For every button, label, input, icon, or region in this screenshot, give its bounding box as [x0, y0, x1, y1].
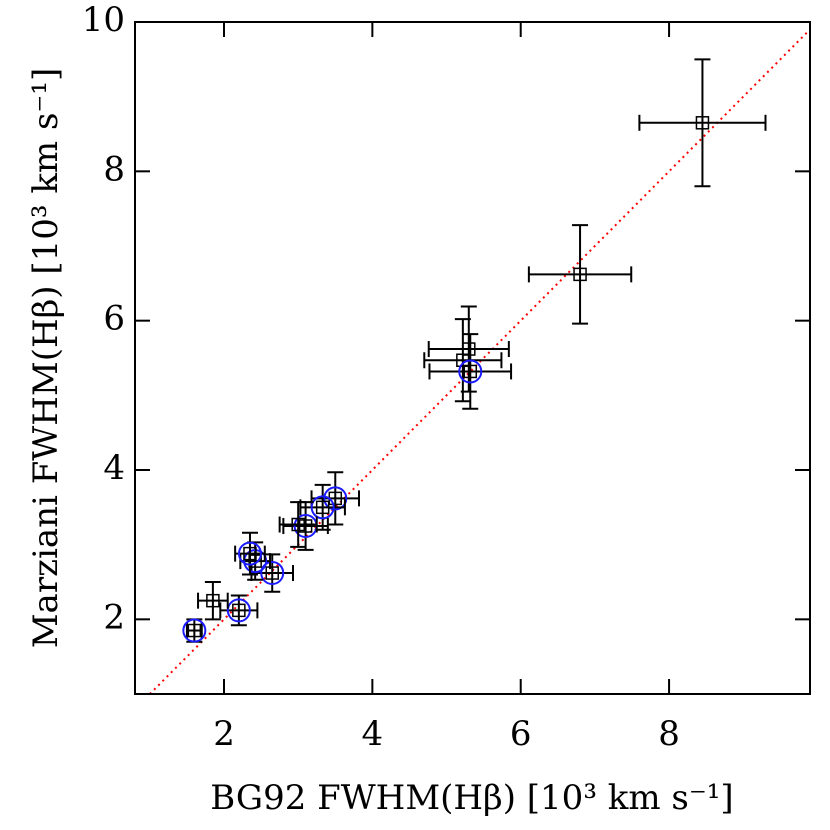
x-axis-label: BG92 FWHM(Hβ) [10³ km s⁻¹]	[210, 778, 733, 818]
highlight-circle	[243, 549, 268, 574]
highlight-circle	[458, 359, 483, 384]
y-tick-label: 10	[82, 0, 125, 40]
point-marker	[573, 267, 587, 282]
point-marker	[298, 519, 313, 533]
highlight-circle	[323, 486, 348, 511]
y-tick-label: 6	[103, 299, 125, 339]
point-marker	[206, 593, 220, 608]
point-marker	[695, 116, 710, 130]
x-tick-label: 6	[510, 714, 532, 754]
highlight-circle	[226, 598, 251, 623]
x-tick-label: 4	[362, 714, 384, 754]
point-marker	[187, 623, 202, 638]
x-tick-label: 8	[658, 714, 680, 754]
y-tick-label: 2	[103, 597, 125, 637]
point-marker	[463, 364, 478, 379]
highlight-circle	[182, 618, 207, 643]
y-tick-label: 4	[103, 448, 125, 488]
plot-frame	[134, 21, 811, 695]
point-marker	[243, 546, 257, 561]
y-tick-label: 8	[103, 149, 125, 189]
highlight-circle	[260, 561, 285, 586]
point-marker	[265, 566, 279, 580]
reference-line	[149, 28, 810, 694]
highlight-circle	[237, 541, 262, 566]
point-marker	[315, 500, 330, 515]
y-axis-label: Marziani FWHM(Hβ) [10³ km s⁻¹]	[26, 68, 66, 649]
x-tick-label: 2	[213, 714, 235, 754]
highlight-circle	[310, 495, 335, 520]
point-marker	[291, 517, 305, 532]
point-marker	[232, 603, 246, 618]
